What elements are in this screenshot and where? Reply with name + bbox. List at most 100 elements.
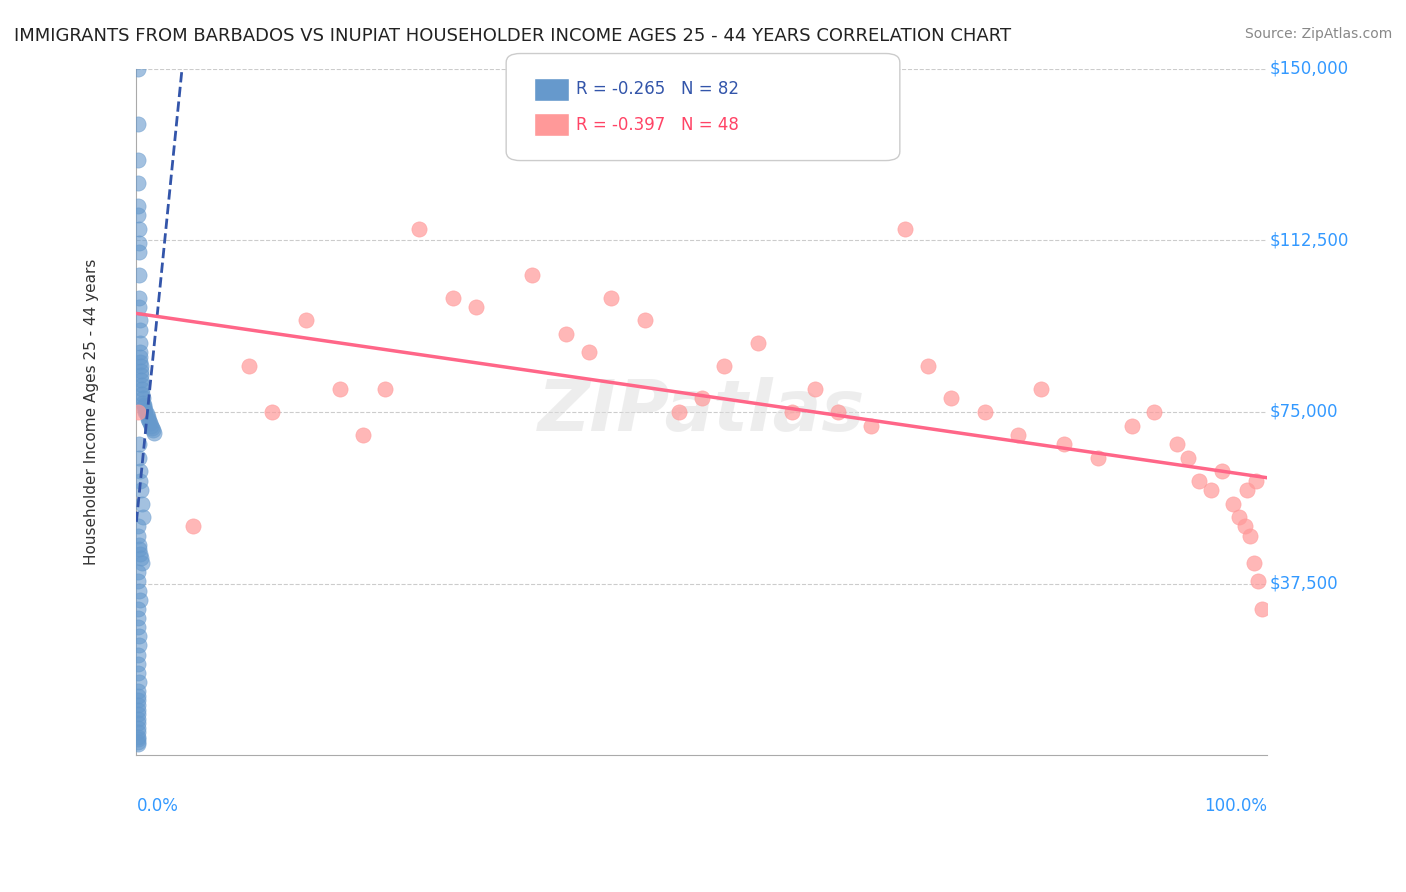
Point [128, 639, 150, 653]
Point [134, 398, 156, 412]
Point [127, 528, 149, 542]
Point [127, 519, 149, 533]
Point [139, 418, 162, 433]
Point [1247, 574, 1270, 589]
Point [128, 437, 150, 451]
Point [129, 373, 152, 387]
Point [127, 208, 149, 222]
Point [1227, 510, 1250, 524]
Point [804, 382, 827, 396]
Point [131, 497, 153, 511]
Point [860, 418, 883, 433]
Point [1188, 474, 1211, 488]
Point [127, 725, 149, 739]
Text: Source: ZipAtlas.com: Source: ZipAtlas.com [1244, 27, 1392, 41]
Point [128, 675, 150, 690]
Point [128, 235, 150, 250]
Point [939, 391, 962, 405]
Text: R = -0.265   N = 82: R = -0.265 N = 82 [576, 80, 740, 98]
Point [1239, 528, 1261, 542]
Point [127, 665, 149, 680]
Point [127, 684, 149, 698]
Point [128, 336, 150, 351]
Point [132, 391, 155, 405]
Point [1250, 602, 1272, 616]
Point [142, 423, 165, 437]
Point [522, 268, 544, 282]
Point [128, 592, 150, 607]
Point [973, 405, 995, 419]
Point [128, 538, 150, 552]
Point [127, 732, 149, 747]
Point [127, 565, 149, 579]
Point [127, 712, 149, 726]
Point [128, 629, 150, 643]
Point [128, 354, 150, 368]
Point [374, 382, 396, 396]
Point [127, 153, 149, 168]
Point [131, 377, 153, 392]
Point [127, 574, 149, 589]
Point [128, 583, 150, 598]
Point [129, 483, 152, 497]
Point [894, 222, 917, 236]
Point [129, 368, 152, 383]
Point [128, 542, 150, 557]
Point [128, 322, 150, 336]
Point [600, 291, 623, 305]
Point [128, 547, 150, 561]
Point [408, 222, 430, 236]
Point [127, 176, 149, 190]
Point [128, 300, 150, 314]
Point [634, 313, 657, 327]
Point [127, 611, 149, 625]
Point [139, 417, 162, 431]
Point [782, 405, 804, 419]
Point [131, 382, 153, 396]
Point [136, 412, 159, 426]
Text: 100.0%: 100.0% [1205, 797, 1267, 814]
Point [127, 648, 149, 662]
Point [143, 425, 166, 440]
Point [827, 405, 849, 419]
Point [1236, 483, 1258, 497]
Point [128, 450, 150, 465]
Point [441, 291, 464, 305]
Point [132, 510, 155, 524]
Point [128, 244, 150, 259]
Point [1243, 556, 1265, 570]
Point [129, 551, 152, 566]
Point [1166, 437, 1188, 451]
Text: $37,500: $37,500 [1270, 574, 1339, 592]
Point [128, 313, 150, 327]
Point [127, 737, 149, 751]
Point [127, 602, 149, 616]
Point [128, 465, 150, 479]
Point [1007, 428, 1029, 442]
Point [134, 405, 156, 419]
Point [1244, 474, 1267, 488]
Point [1199, 483, 1222, 497]
Point [127, 199, 149, 213]
Point [127, 657, 149, 671]
Point [1222, 497, 1244, 511]
Point [127, 698, 149, 712]
Point [555, 327, 578, 342]
Point [464, 300, 486, 314]
Point [1029, 382, 1052, 396]
Point [128, 474, 150, 488]
Point [127, 620, 149, 634]
Point [352, 428, 374, 442]
Point [127, 730, 149, 744]
Point [127, 702, 149, 716]
Point [1053, 437, 1076, 451]
Point [747, 336, 769, 351]
Point [127, 734, 149, 748]
Point [127, 116, 149, 130]
Text: 0.0%: 0.0% [136, 797, 179, 814]
Point [1143, 405, 1166, 419]
Point [1121, 418, 1143, 433]
Text: IMMIGRANTS FROM BARBADOS VS INUPIAT HOUSEHOLDER INCOME AGES 25 - 44 YEARS CORREL: IMMIGRANTS FROM BARBADOS VS INUPIAT HOUS… [14, 27, 1011, 45]
Point [128, 350, 150, 364]
Point [295, 313, 318, 327]
